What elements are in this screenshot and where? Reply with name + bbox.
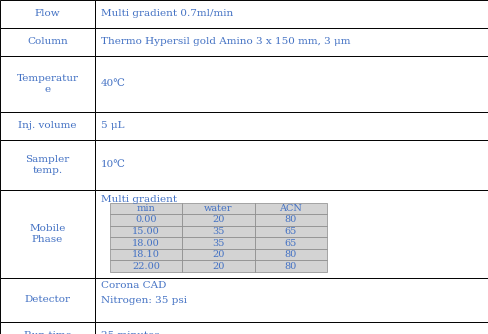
Text: Detector: Detector xyxy=(24,296,71,305)
Text: 35: 35 xyxy=(212,227,224,236)
Bar xyxy=(0,28,95,56)
Bar xyxy=(182,214,255,226)
Bar xyxy=(255,237,327,249)
Bar xyxy=(182,237,255,249)
Bar xyxy=(0,56,95,112)
Bar xyxy=(255,226,327,237)
Bar xyxy=(255,249,327,261)
Text: Nitrogen: 35 psi: Nitrogen: 35 psi xyxy=(101,296,187,305)
Text: 65: 65 xyxy=(285,227,297,236)
Bar xyxy=(95,278,488,322)
Text: 22.00: 22.00 xyxy=(132,262,160,271)
Bar xyxy=(0,278,95,322)
Text: 20: 20 xyxy=(212,215,224,224)
Text: 20: 20 xyxy=(212,262,224,271)
Bar xyxy=(95,28,488,56)
Bar xyxy=(255,214,327,226)
Text: Thermo Hypersil gold Amino 3 x 150 mm, 3 μm: Thermo Hypersil gold Amino 3 x 150 mm, 3… xyxy=(101,37,350,46)
Text: 18.10: 18.10 xyxy=(132,250,160,259)
Text: 5 μL: 5 μL xyxy=(101,122,124,131)
Text: water: water xyxy=(204,204,233,213)
Bar xyxy=(110,203,182,214)
Bar xyxy=(255,261,327,272)
Bar xyxy=(95,190,488,278)
Text: Sampler
temp.: Sampler temp. xyxy=(25,155,70,175)
Bar xyxy=(0,190,95,278)
Text: Multi gradient: Multi gradient xyxy=(101,195,177,204)
Text: 25 minutes: 25 minutes xyxy=(101,331,160,334)
Text: Corona CAD: Corona CAD xyxy=(101,281,166,290)
Text: 65: 65 xyxy=(285,238,297,247)
Bar xyxy=(95,112,488,140)
Text: Column: Column xyxy=(27,37,68,46)
Text: Inj. volume: Inj. volume xyxy=(19,122,77,131)
Text: 80: 80 xyxy=(285,262,297,271)
Text: 20: 20 xyxy=(212,250,224,259)
Bar xyxy=(110,261,182,272)
Bar xyxy=(255,203,327,214)
Bar xyxy=(0,112,95,140)
Text: Run time: Run time xyxy=(24,331,71,334)
Text: ACN: ACN xyxy=(279,204,302,213)
Text: min: min xyxy=(137,204,155,213)
Text: 80: 80 xyxy=(285,250,297,259)
Bar xyxy=(95,56,488,112)
Bar xyxy=(182,226,255,237)
Bar xyxy=(110,249,182,261)
Text: Multi gradient 0.7ml/min: Multi gradient 0.7ml/min xyxy=(101,9,233,18)
Text: Mobile
Phase: Mobile Phase xyxy=(29,224,66,243)
Text: 18.00: 18.00 xyxy=(132,238,160,247)
Text: 35: 35 xyxy=(212,238,224,247)
Text: 10℃: 10℃ xyxy=(101,160,126,169)
Bar xyxy=(0,140,95,190)
Bar xyxy=(95,140,488,190)
Bar xyxy=(95,322,488,334)
Bar xyxy=(182,203,255,214)
Bar xyxy=(182,261,255,272)
Text: 15.00: 15.00 xyxy=(132,227,160,236)
Bar xyxy=(0,0,95,28)
Bar xyxy=(110,214,182,226)
Text: 0.00: 0.00 xyxy=(135,215,157,224)
Text: Temperatur
e: Temperatur e xyxy=(17,74,79,94)
Bar xyxy=(110,237,182,249)
Text: 80: 80 xyxy=(285,215,297,224)
Bar xyxy=(182,249,255,261)
Text: 40℃: 40℃ xyxy=(101,79,126,89)
Bar xyxy=(0,322,95,334)
Bar xyxy=(95,0,488,28)
Text: Flow: Flow xyxy=(35,9,61,18)
Bar xyxy=(110,226,182,237)
